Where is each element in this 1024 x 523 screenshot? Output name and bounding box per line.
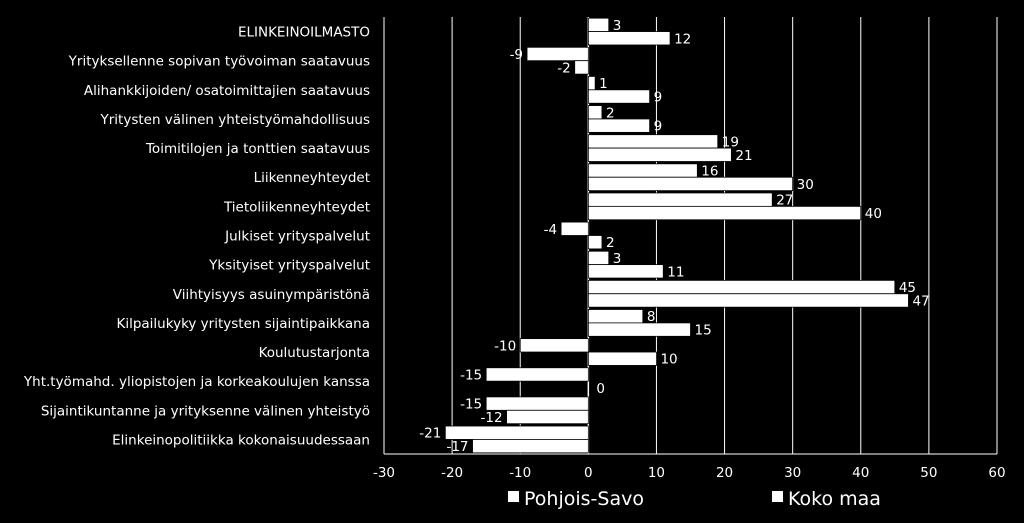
category-label: Toimitilojen ja tonttien saatavuus	[145, 141, 370, 157]
category-label: Viihtyisyys asuinympäristönä	[173, 287, 370, 303]
category-label: Yritysten välinen yhteistyömahdollisuus	[100, 112, 371, 128]
bar-koko-maa	[587, 293, 909, 308]
x-tick-label: 50	[920, 465, 937, 481]
legend: Pohjois-Savo Koko maa	[508, 488, 881, 510]
data-label: 1	[599, 76, 608, 92]
data-label: -17	[446, 439, 468, 455]
x-tick-label: -30	[373, 465, 395, 481]
bar-pohjois-savo	[587, 76, 596, 91]
category-label: Sijaintikuntanne ja yrityksenne välinen …	[41, 403, 370, 419]
category-label: Tietoliikenneyhteydet	[223, 199, 370, 215]
bar-koko-maa	[587, 176, 794, 192]
bars	[444, 17, 909, 454]
data-label: 12	[674, 31, 691, 47]
data-label: 10	[660, 352, 677, 368]
bar-pohjois-savo	[587, 250, 610, 266]
x-tick-label: -10	[509, 465, 531, 481]
category-label: Koulutustarjonta	[259, 345, 370, 361]
x-axis-ticks: -30 -20 -10 0 10 20 30 40 50 60	[373, 465, 1006, 481]
data-label: 0	[596, 381, 605, 397]
data-label: 21	[735, 148, 752, 164]
bar-koko-maa	[587, 351, 657, 366]
data-label: 9	[654, 90, 663, 106]
bar-koko-maa	[472, 439, 589, 454]
bar-pohjois-savo	[587, 105, 603, 120]
bar-pohjois-savo	[519, 338, 589, 353]
category-label: Elinkeinopolitiikka kokonaisuudessaan	[112, 432, 370, 448]
legend-label-koko-maa: Koko maa	[788, 488, 881, 510]
category-label: Liikenneyhteydet	[254, 170, 370, 186]
data-label: 2	[606, 235, 615, 251]
bar-koko-maa	[587, 31, 671, 46]
data-label: -4	[544, 222, 557, 238]
bar-koko-maa	[587, 235, 603, 250]
data-label: -15	[460, 367, 482, 383]
data-labels: 3-912191627-43458-10-15-15-2112-29921304…	[419, 18, 929, 455]
data-label: -10	[494, 338, 516, 354]
bar-pohjois-savo	[526, 46, 589, 62]
legend-label-pohjois-savo: Pohjois-Savo	[524, 488, 644, 510]
data-label: 47	[912, 293, 929, 309]
data-label: 30	[797, 177, 814, 193]
data-label: 40	[865, 206, 882, 222]
x-tick-label: 10	[648, 465, 665, 481]
bar-koko-maa	[506, 409, 589, 425]
x-tick-label: -20	[441, 465, 463, 481]
category-label: Kilpailukyky yritysten sijaintipaikkana	[116, 316, 370, 332]
x-tick-label: 40	[852, 465, 869, 481]
bar-koko-maa	[587, 264, 664, 279]
data-label: 11	[667, 264, 684, 280]
x-tick-label: 30	[784, 465, 801, 481]
bar-pohjois-savo	[587, 192, 773, 207]
data-label: 9	[654, 119, 663, 135]
bar-pohjois-savo	[587, 17, 610, 32]
category-label: Yksityiset yrityspalvelut	[208, 258, 370, 274]
bar-koko-maa	[587, 322, 691, 337]
data-label: -15	[460, 397, 482, 413]
bar-pohjois-savo	[587, 279, 896, 295]
data-label: 8	[647, 309, 656, 325]
category-label: Julkiset yrityspalvelut	[224, 229, 370, 245]
data-label: 3	[613, 18, 622, 34]
data-label: -9	[510, 47, 523, 63]
data-label: -2	[557, 60, 570, 76]
bar-pohjois-savo	[587, 163, 698, 178]
data-label: 27	[776, 193, 793, 209]
category-label: Yht.työmahd. yliopistojen ja korkeakoulu…	[23, 374, 370, 390]
bar-pohjois-savo	[587, 309, 644, 324]
bar-pohjois-savo	[587, 134, 719, 149]
data-label: 45	[899, 280, 916, 296]
category-label: Yrityksellenne sopivan työvoiman saatavu…	[68, 54, 370, 70]
data-label: 19	[722, 134, 739, 150]
bar-pohjois-savo	[560, 221, 589, 236]
bar-koko-maa	[587, 147, 732, 162]
bar-pohjois-savo	[444, 425, 589, 440]
category-label: Alihankkijoiden/ osatoimittajien saatavu…	[84, 83, 370, 99]
data-label: 2	[606, 105, 615, 121]
bar-koko-maa	[587, 205, 862, 221]
x-tick-label: 60	[988, 465, 1005, 481]
category-labels: ELINKEINOILMASTO Yrityksellenne sopivan t…	[23, 25, 370, 449]
bar-koko-maa	[587, 118, 651, 133]
legend-swatch-pohjois-savo	[508, 491, 519, 502]
legend-swatch-koko-maa	[772, 491, 783, 502]
data-label: 15	[695, 323, 712, 339]
x-tick-label: 20	[716, 465, 733, 481]
bar-koko-maa	[574, 60, 589, 75]
data-label: -21	[419, 426, 441, 442]
bar-pohjois-savo	[485, 396, 589, 411]
data-label: 3	[613, 251, 622, 267]
bar-pohjois-savo	[485, 367, 589, 382]
data-label: -12	[481, 410, 503, 426]
gridlines	[383, 17, 998, 455]
category-label: ELINKEINOILMASTO	[238, 25, 370, 41]
x-tick-label: 0	[584, 465, 593, 481]
bar-koko-maa	[587, 89, 651, 104]
data-label: 16	[701, 164, 718, 180]
